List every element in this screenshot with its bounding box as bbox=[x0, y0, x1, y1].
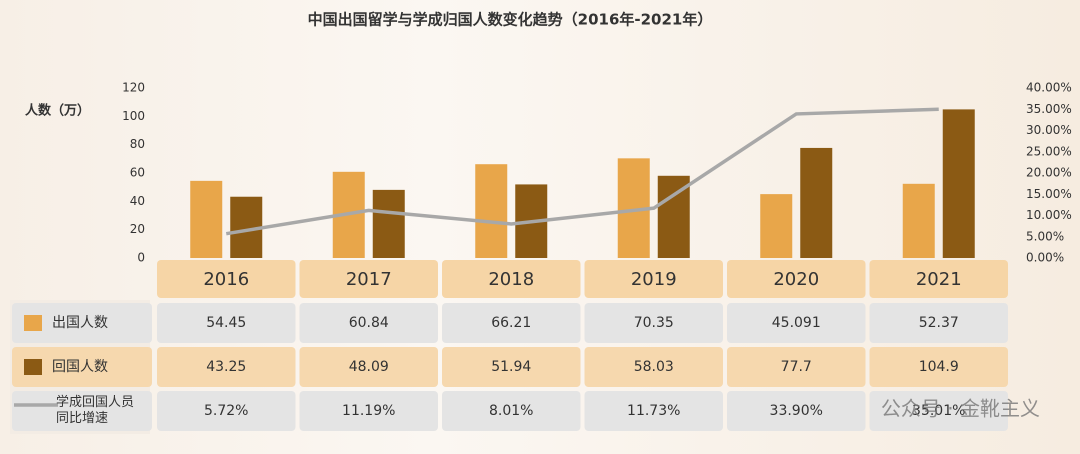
table-cell bbox=[299, 391, 438, 431]
data-label: 104.9 bbox=[919, 359, 959, 375]
y2-tick-label: 35.00% bbox=[1026, 102, 1072, 116]
category-cell bbox=[442, 260, 581, 298]
data-label: 54.45 bbox=[206, 315, 246, 331]
table-cell bbox=[442, 391, 581, 431]
data-label: 48.09 bbox=[349, 359, 389, 375]
table-cell bbox=[584, 303, 723, 343]
table-cell bbox=[869, 391, 1008, 431]
watermark: 公众号 · 金靴主义 bbox=[881, 397, 1040, 421]
data-label: 11.73% bbox=[627, 403, 680, 419]
table-cell bbox=[157, 347, 296, 387]
y-axis-label: 人数（万） bbox=[25, 103, 90, 119]
bar bbox=[372, 189, 405, 258]
data-label: 52.37 bbox=[919, 315, 959, 331]
data-label: 70.35 bbox=[634, 315, 674, 331]
table-cell bbox=[869, 303, 1008, 343]
data-label: 66.21 bbox=[491, 315, 531, 331]
table-cell bbox=[869, 347, 1008, 387]
data-label: 77.7 bbox=[781, 359, 812, 375]
category-cell bbox=[299, 260, 438, 298]
line bbox=[225, 107, 939, 236]
table-cell bbox=[299, 347, 438, 387]
y-tick-label: 40 bbox=[130, 194, 145, 208]
y2-tick-label: 30.00% bbox=[1026, 123, 1072, 137]
category-cell bbox=[584, 260, 723, 298]
table-cell bbox=[442, 347, 581, 387]
legend-swatch bbox=[24, 359, 42, 375]
y2-tick-label: 10.00% bbox=[1026, 208, 1072, 222]
data-label: 5.72% bbox=[204, 403, 248, 419]
table-cell bbox=[584, 391, 723, 431]
data-label: 11.19% bbox=[342, 403, 395, 419]
table-cell bbox=[584, 347, 723, 387]
data-label: 51.94 bbox=[491, 359, 531, 375]
bar bbox=[800, 147, 833, 258]
table-label-cell bbox=[12, 391, 152, 431]
y-tick-label: 20 bbox=[130, 222, 145, 236]
y2-tick-label: 40.00% bbox=[1026, 81, 1072, 95]
table-cell bbox=[727, 303, 866, 343]
x-tick-label: 2021 bbox=[916, 269, 962, 290]
x-tick-label: 2019 bbox=[631, 269, 677, 290]
bar bbox=[475, 164, 508, 258]
data-label: 45.091 bbox=[772, 315, 821, 331]
data-label: 43.25 bbox=[206, 359, 246, 375]
table-cell bbox=[727, 347, 866, 387]
y-tick-label: 100 bbox=[122, 109, 145, 123]
category-cell bbox=[157, 260, 296, 298]
x-tick-label: 2020 bbox=[773, 269, 819, 290]
y2-tick-label: 15.00% bbox=[1026, 187, 1072, 201]
table-cell bbox=[157, 391, 296, 431]
bar bbox=[190, 180, 223, 258]
table-cell bbox=[727, 391, 866, 431]
y2-tick-label: 0.00% bbox=[1026, 251, 1064, 265]
bar bbox=[760, 194, 793, 258]
chart-title: 中国出国留学与学成归国人数变化趋势（2016年-2021年） bbox=[308, 11, 713, 29]
table-label-cell bbox=[12, 347, 152, 387]
x-tick-label: 2017 bbox=[346, 269, 392, 290]
bar bbox=[902, 183, 935, 258]
data-label: 58.03 bbox=[634, 359, 674, 375]
table-label-cell bbox=[12, 303, 152, 343]
y-tick-label: 0 bbox=[137, 251, 145, 265]
table-cell bbox=[157, 303, 296, 343]
x-tick-label: 2018 bbox=[488, 269, 534, 290]
y-tick-label: 120 bbox=[122, 81, 145, 95]
y2-tick-label: 25.00% bbox=[1026, 144, 1072, 158]
legend-label: 学成回国人员同比增速 bbox=[56, 395, 135, 426]
table-cell bbox=[299, 303, 438, 343]
category-cell bbox=[727, 260, 866, 298]
bar bbox=[942, 109, 975, 259]
legend-swatch bbox=[24, 315, 42, 331]
category-cell bbox=[869, 260, 1008, 298]
legend-label: 回国人数 bbox=[52, 359, 108, 375]
x-tick-label: 2016 bbox=[203, 269, 249, 290]
y2-tick-label: 5.00% bbox=[1026, 229, 1064, 243]
data-label: 33.90% bbox=[770, 403, 823, 419]
y2-tick-label: 20.00% bbox=[1026, 166, 1072, 180]
legend-label: 出国人数 bbox=[52, 315, 108, 331]
data-label: 60.84 bbox=[349, 315, 389, 331]
table-cell bbox=[442, 303, 581, 343]
y-tick-label: 60 bbox=[130, 166, 145, 180]
data-label: 35.01% bbox=[912, 403, 965, 419]
y-tick-label: 80 bbox=[130, 137, 145, 151]
data-label: 8.01% bbox=[489, 403, 533, 419]
